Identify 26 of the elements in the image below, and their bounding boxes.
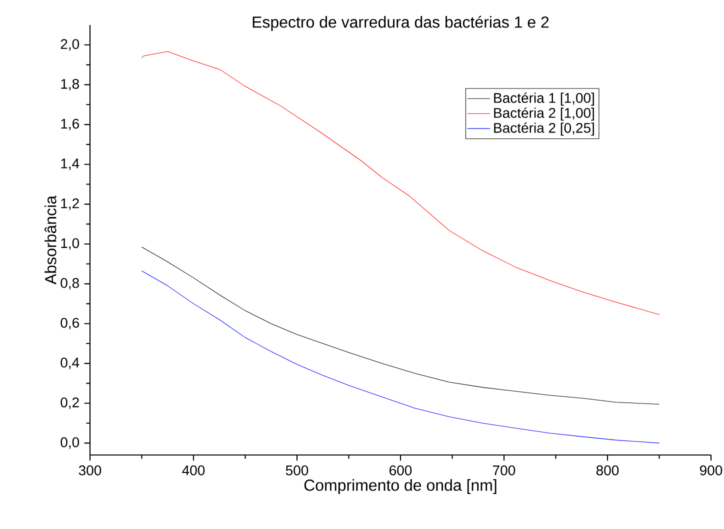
x-tick-label: 900 [700, 465, 722, 476]
y-axis-title: Absorbância [44, 196, 56, 284]
y-tick-label: 0,6 [60, 318, 79, 330]
y-tick-label: 1,6 [61, 118, 79, 130]
y-tick-label: 0,8 [60, 278, 79, 290]
y-tick-label: 1,0 [61, 238, 80, 250]
x-tick-label: 600 [390, 465, 412, 476]
x-tick-label: 400 [182, 465, 205, 476]
line-series [141, 270, 660, 444]
y-tick-label: 0,2 [60, 397, 79, 410]
legend-label: Bactéria 1 [1,00] [494, 92, 594, 106]
y-tick-label: 1,8 [61, 78, 79, 91]
y-tick-label: 1,4 [61, 158, 80, 170]
x-tick-label: 300 [78, 465, 102, 476]
y-tick-label: 0,4 [60, 358, 80, 370]
x-tick-label: 800 [596, 465, 619, 476]
y-tick-label: 2,0 [60, 39, 80, 51]
x-tick-label: 500 [286, 465, 308, 476]
x-tick-label: 700 [493, 465, 516, 476]
legend-label: Bactéria 2 [1,00] [494, 107, 594, 121]
y-tick-label: 1,2 [61, 198, 79, 210]
chart-title: Espectro de varredura das bactérias 1 e 2 [252, 16, 549, 31]
line-series [141, 51, 660, 315]
x-axis-title: Comprimento de onda [nm] [304, 479, 496, 494]
legend-label: Bactéria 2 [0,25] [494, 122, 594, 136]
y-tick-label: 0,0 [60, 437, 80, 449]
